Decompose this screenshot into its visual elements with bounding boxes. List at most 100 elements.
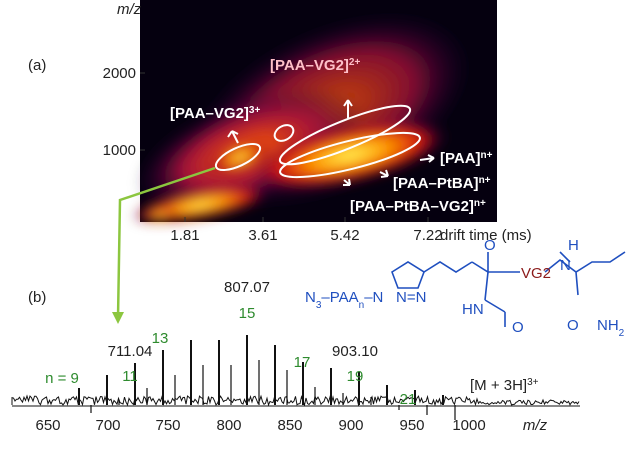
text-part: –PAA — [321, 289, 358, 306]
text-part: m/z — [117, 1, 142, 18]
text-part: 3+ — [249, 105, 261, 116]
charge-label: 17 — [294, 354, 311, 371]
text-part: (a) — [28, 57, 46, 74]
x-axis-label: m/z — [523, 417, 548, 434]
structure-bonds — [391, 251, 626, 327]
x-tick-label: 800 — [216, 417, 241, 434]
structure-text: N — [560, 257, 571, 274]
text-part: 2000 — [103, 65, 136, 82]
text-part: [PAA] — [440, 150, 481, 167]
text-part: 711.04 — [108, 343, 153, 360]
text-part: 650 — [35, 417, 60, 434]
spectrum-noise — [11, 394, 580, 407]
text-part: [PAA–PtBA–VG2] — [350, 198, 474, 215]
text-part: n+ — [481, 150, 493, 161]
text-part: 950 — [399, 417, 424, 434]
y-axis-label: m/z — [117, 1, 142, 18]
x-tick-label: 650 — [35, 417, 60, 434]
x-tick-label: 900 — [338, 417, 363, 434]
text-part: 11 — [122, 368, 138, 385]
text-part: 1000 — [103, 142, 136, 159]
text-part: 807.07 — [224, 279, 270, 296]
axis-ticks — [140, 72, 429, 222]
text-part: m/z — [523, 417, 548, 434]
text-part: 21 — [400, 391, 417, 408]
text-part: 1.81 — [170, 227, 199, 244]
text-part: 2+ — [349, 57, 361, 68]
annotation: [PAA–VG2]3+ — [170, 105, 260, 123]
x-tick-label: 1.81 — [170, 227, 199, 244]
text-part: 850 — [277, 417, 302, 434]
text-part: NH — [597, 317, 619, 334]
heatmap — [131, 0, 497, 224]
structure-text: O — [567, 317, 579, 334]
text-part: O — [484, 237, 496, 254]
structure-text: HN — [462, 301, 484, 318]
ion-label: [M + 3H]3+ — [470, 377, 539, 395]
connector-arrow — [112, 312, 124, 324]
text-part: 13 — [152, 330, 169, 347]
text-part: [PAA–VG2] — [270, 57, 349, 74]
text-part: 3+ — [527, 377, 539, 388]
x-tick-label: 750 — [155, 417, 180, 434]
panel-label: (a) — [28, 57, 46, 74]
text-part: 5.42 — [330, 227, 359, 244]
charge-label: n = 9 — [45, 370, 79, 387]
y-tick-label: 2000 — [103, 65, 136, 82]
text-part: 3 — [316, 300, 322, 311]
annotation: [PAA–VG2]2+ — [270, 57, 360, 75]
x-tick-label: 950 — [399, 417, 424, 434]
panel-label: (b) — [28, 289, 46, 306]
peak-label: 903.10 — [332, 343, 378, 360]
text-part: 900 — [338, 417, 363, 434]
text-part: 700 — [95, 417, 120, 434]
charge-label: 15 — [239, 305, 256, 322]
text-part: n — [359, 300, 365, 311]
peak-label: 711.04 — [108, 343, 153, 360]
text-part: N — [560, 257, 571, 274]
text-part: n+ — [474, 198, 486, 209]
text-part: N — [305, 289, 316, 306]
text-part: 2 — [619, 328, 625, 339]
text-part: HN — [462, 301, 484, 318]
text-part: 17 — [294, 354, 311, 371]
text-part: drift time (ms) — [440, 227, 532, 244]
charge-label: 11 — [122, 368, 138, 385]
x-tick-label: 850 — [277, 417, 302, 434]
spectrum — [11, 335, 580, 420]
charge-label: 21 — [400, 391, 417, 408]
x-tick-label: 7.22 — [413, 227, 442, 244]
x-axis-label: drift time (ms) — [440, 227, 532, 244]
charge-label: 13 — [152, 330, 169, 347]
text-part: –N — [364, 289, 383, 306]
text-part: n = 9 — [45, 370, 79, 387]
connector — [116, 166, 216, 319]
structure-text: NH2 — [597, 317, 625, 339]
text-part: 7.22 — [413, 227, 442, 244]
peak-label: 807.07 — [224, 279, 270, 296]
x-tick-label: 3.61 — [248, 227, 277, 244]
text-part: 19 — [347, 368, 364, 385]
structure-text: O — [512, 319, 524, 336]
text-part: n+ — [479, 175, 491, 186]
text-part: H — [568, 237, 579, 254]
text-part: N=N — [396, 289, 426, 306]
structure-text: O — [484, 237, 496, 254]
text-part: VG2 — [521, 265, 551, 282]
text-part: 750 — [155, 417, 180, 434]
structure-text: H — [568, 237, 579, 254]
text-part: 800 — [216, 417, 241, 434]
text-part: 903.10 — [332, 343, 378, 360]
x-tick-label: 5.42 — [330, 227, 359, 244]
text-part: 1000 — [452, 417, 485, 434]
charge-label: 19 — [347, 368, 364, 385]
text-part: 3.61 — [248, 227, 277, 244]
annotation: [PAA]n+ — [440, 150, 493, 168]
structure-text: VG2 — [521, 265, 551, 282]
text-part: O — [512, 319, 524, 336]
x-tick-label: 1000 — [452, 417, 485, 434]
text-part: O — [567, 317, 579, 334]
text-part: [PAA–VG2] — [170, 105, 249, 122]
y-tick-label: 1000 — [103, 142, 136, 159]
